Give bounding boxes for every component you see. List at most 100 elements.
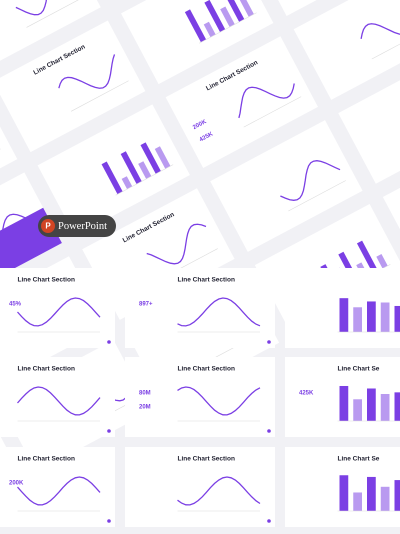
deco-axis — [26, 0, 85, 28]
deco-axis — [243, 96, 302, 128]
slide-title: Line Chart Se — [338, 366, 380, 373]
collage-slide — [37, 104, 190, 237]
deco-line — [360, 4, 400, 40]
slide: Line Chart Section 200K — [0, 447, 115, 527]
slide-title: Line Chart Section — [18, 366, 75, 373]
deco-line — [17, 297, 101, 327]
deco-bar — [367, 388, 376, 421]
slide-title: Line Chart Section — [18, 277, 75, 284]
deco-bar — [220, 6, 235, 28]
slide-bg — [338, 52, 400, 184]
deco-bar — [154, 146, 171, 169]
deco-bar — [394, 480, 400, 511]
deco-line — [177, 386, 261, 416]
badge-text: PowerPoint — [58, 221, 107, 232]
deco-line — [146, 223, 207, 265]
deco-bar — [236, 0, 254, 17]
slide-bg — [125, 357, 275, 437]
slide — [285, 268, 400, 348]
slide: Line Chart Section — [125, 447, 275, 527]
collage-slide — [0, 0, 101, 69]
deco-line — [58, 54, 116, 89]
deco-bar — [353, 492, 362, 511]
collage-slide — [210, 120, 363, 252]
slide-title: Line Chart Section — [178, 366, 235, 373]
deco-bar — [380, 302, 390, 332]
deco-bar — [224, 0, 245, 22]
deco-bar — [394, 392, 400, 421]
slide-title: Line Chart Se — [338, 456, 380, 463]
deco-bar — [367, 301, 376, 332]
slide: Line Chart Section 45% — [0, 268, 115, 348]
slide-bg — [37, 104, 190, 237]
slide-figure: 20M — [139, 405, 151, 411]
deco-bar — [101, 161, 123, 195]
collage-slide — [121, 0, 274, 85]
deco-bar — [138, 161, 152, 179]
deco-bar — [184, 9, 207, 43]
deco-bar — [203, 21, 216, 38]
slide-bg — [125, 447, 275, 527]
deco-bar — [121, 176, 133, 190]
slide-title: Line Chart Section — [18, 456, 75, 463]
deco-line — [280, 160, 341, 201]
powerpoint-badge: P PowerPoint — [38, 215, 116, 237]
slide-title: Line Chart Section — [178, 277, 235, 284]
slide-bg — [210, 120, 363, 252]
deco-axis — [115, 164, 174, 196]
slide-bg — [125, 268, 275, 348]
slide-figure: 45% — [9, 302, 22, 308]
deco-bar — [339, 385, 349, 421]
deco-bar — [140, 142, 161, 174]
slide-figure: 897+ — [139, 302, 153, 308]
slide-grid: Line Chart Section 45% Line Chart Section 8… — [0, 268, 400, 527]
deco-bar — [367, 476, 376, 511]
deco-line — [15, 0, 76, 16]
slide-bg — [0, 357, 115, 437]
deco-line — [17, 386, 101, 416]
slide-dot — [267, 519, 271, 523]
slide-figure: 425K — [299, 391, 314, 397]
slide-bg — [82, 188, 235, 320]
slide-dot — [107, 340, 111, 344]
report-band — [0, 207, 62, 305]
deco-axis — [288, 180, 346, 212]
badge-bg — [38, 215, 116, 237]
deco-bar — [380, 393, 390, 421]
slide-bg — [293, 0, 400, 100]
slide: Line Chart Section 80M 20M — [125, 357, 275, 437]
slide-figure: 80M — [139, 391, 151, 397]
slide-dot — [107, 519, 111, 523]
slide-bg — [0, 268, 115, 348]
deco-bar — [356, 240, 379, 274]
slide: Line Chart Se — [285, 447, 400, 527]
deco-bar — [394, 305, 400, 332]
deco-bar — [204, 0, 226, 33]
deco-bar — [380, 486, 390, 511]
deco-axis — [371, 28, 400, 60]
deco-line — [177, 476, 261, 506]
slide-bg — [0, 172, 62, 305]
deco-bar — [120, 151, 142, 185]
slide-dot — [267, 429, 271, 433]
slide-bg — [0, 0, 101, 69]
slide-dot — [267, 340, 271, 344]
slide-figure: 200K — [9, 481, 24, 487]
deco-axis — [199, 12, 257, 44]
deco-bar — [339, 475, 349, 511]
deco-axis — [71, 80, 129, 112]
deco-bar — [376, 254, 388, 269]
collage-slide: Business Report — [0, 172, 62, 305]
collage-slide — [338, 52, 400, 184]
slide: Line Chart Section — [0, 357, 115, 437]
slide-bg — [121, 0, 274, 85]
deco-line — [238, 83, 295, 119]
deco-line — [177, 297, 261, 327]
slide-title: Line Chart Section — [178, 456, 235, 463]
collage-slide — [293, 0, 400, 100]
badge-icon — [41, 219, 55, 233]
slide-dot — [107, 429, 111, 433]
slide-bg — [0, 20, 146, 153]
